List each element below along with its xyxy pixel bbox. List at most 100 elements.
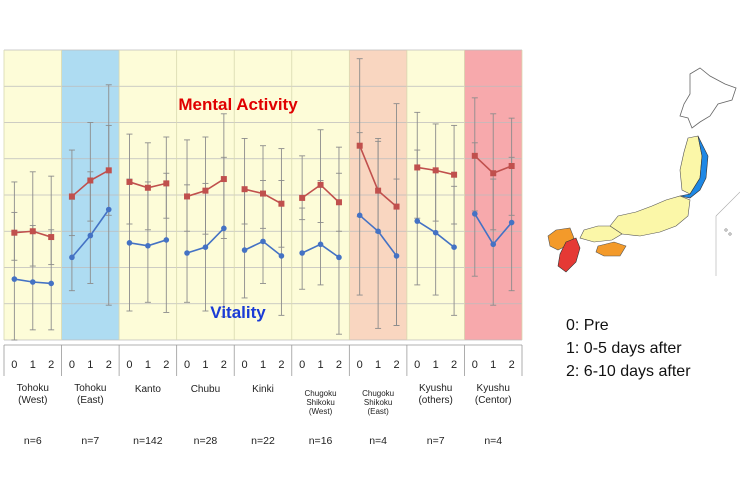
x-tick-label: 2 (278, 359, 284, 371)
vitality-point (29, 279, 36, 285)
mental-activity-point (508, 163, 515, 169)
region-sample-size: n=7 (427, 435, 445, 447)
mental-activity-point (317, 181, 324, 188)
vitality-point (69, 254, 75, 261)
map-inset-line (715, 191, 740, 217)
region-label: Chugoku Shikoku (East) (362, 389, 394, 416)
vitality-point (317, 241, 324, 248)
mental-activity-point (241, 186, 248, 193)
vitality-point (221, 225, 227, 232)
vitality-point (145, 242, 151, 249)
region-sample-size: n=7 (81, 435, 99, 447)
x-tick-label: 1 (490, 359, 496, 371)
mental-activity-point (335, 199, 342, 206)
legend-item-2: 2: 6-10 days after (566, 363, 691, 380)
mental-activity-point (11, 229, 18, 236)
vitality-point (414, 218, 421, 224)
mental-activity-point (29, 228, 36, 235)
mental-activity-point (299, 194, 306, 201)
mental-activity-point (414, 164, 421, 171)
x-tick-label: 2 (163, 359, 169, 371)
vitality-point (163, 237, 170, 243)
x-tick-label: 0 (69, 359, 75, 371)
vitality-point (105, 206, 112, 213)
vitality-point (375, 228, 381, 235)
region-sample-size: n=4 (484, 435, 502, 447)
x-tick-label: 0 (11, 359, 17, 371)
x-tick-label: 1 (202, 359, 208, 371)
region-sample-size: n=22 (251, 435, 275, 447)
x-tick-label: 1 (433, 359, 439, 371)
x-tick-label: 1 (260, 359, 266, 371)
x-tick-label: 0 (472, 359, 478, 371)
mental-activity-point (126, 178, 133, 185)
x-tick-label: 0 (414, 359, 420, 371)
mental-activity-point (432, 167, 439, 174)
x-tick-label: 1 (317, 359, 323, 371)
x-tick-label: 0 (184, 359, 190, 371)
vitality-point (202, 244, 209, 250)
data-points (11, 142, 515, 287)
vitality-point (472, 211, 478, 217)
x-tick-label: 2 (106, 359, 112, 371)
region-sample-size: n=6 (24, 435, 42, 447)
region-label: Kinki (252, 384, 274, 395)
map-kyushu-center (557, 237, 581, 273)
mental-activity-point (48, 234, 55, 241)
x-tick-label: 2 (393, 359, 399, 371)
x-tick-label: 2 (509, 359, 515, 371)
series-label-vitality: Vitality (210, 303, 266, 322)
map-honshu-central (609, 195, 691, 237)
mental-activity-point (260, 190, 266, 197)
x-tick-label: 0 (357, 359, 363, 371)
region-sample-size: n=4 (369, 435, 387, 447)
legend-item-1: 1: 0-5 days after (566, 340, 682, 357)
mental-activity-point (393, 203, 400, 210)
mental-activity-point (490, 170, 497, 177)
x-tick-label: 2 (451, 359, 457, 371)
vitality-point (241, 247, 248, 253)
mental-activity-point (144, 184, 151, 191)
vitality-point (11, 276, 18, 282)
x-tick-label: 2 (221, 359, 227, 371)
mental-activity-point (375, 187, 382, 194)
mental-activity-point (220, 176, 227, 183)
x-tick-label: 1 (87, 359, 93, 371)
vitality-point (126, 240, 133, 246)
mental-activity-point (278, 200, 285, 207)
region-sample-size: n=16 (309, 435, 333, 447)
vitality-point (184, 250, 190, 256)
vitality-point (356, 212, 363, 219)
vitality-point (451, 244, 457, 250)
map-shikoku-east (595, 241, 627, 257)
error-bars (11, 58, 515, 341)
vitality-point (48, 280, 54, 287)
region-label: Kanto (135, 384, 162, 395)
region-label: Chubu (191, 384, 220, 395)
mental-activity-point (87, 177, 94, 184)
mental-activity-point (105, 167, 112, 174)
vitality-point (393, 253, 400, 259)
x-tick-label: 1 (30, 359, 36, 371)
map-tohoku-east (679, 135, 709, 199)
vitality-point (278, 253, 285, 259)
mental-activity-point (356, 142, 363, 149)
mental-activity-point (68, 193, 75, 200)
vitality-point (432, 229, 439, 236)
mental-activity-point (202, 187, 209, 194)
map-island (728, 232, 732, 236)
vitality-point (87, 232, 94, 239)
x-tick-label: 0 (242, 359, 248, 371)
x-tick-label: 2 (48, 359, 54, 371)
vitality-point (336, 254, 342, 261)
x-tick-label: 1 (375, 359, 381, 371)
vitality-point (299, 250, 305, 256)
mental-activity-point (451, 171, 458, 178)
region-label: Chugoku Shikoku (West) (305, 389, 337, 416)
legend-item-0: 0: Pre (566, 317, 609, 334)
map-island (724, 228, 728, 232)
japan-map (547, 67, 740, 276)
region-label: Tohoku (West) (17, 383, 49, 406)
